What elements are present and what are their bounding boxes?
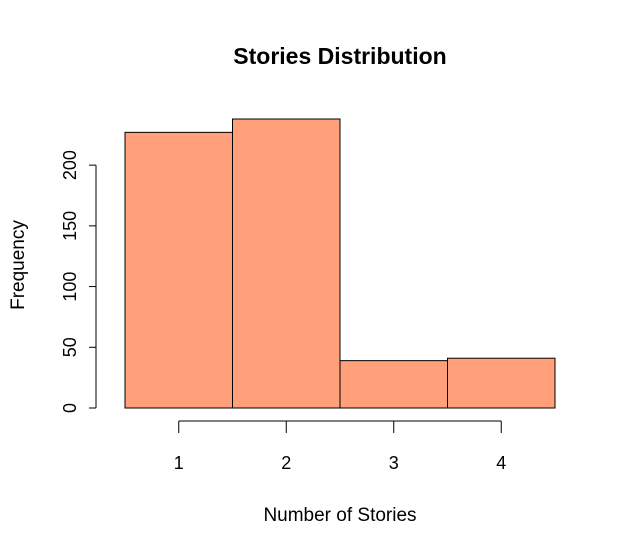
y-tick-label-200: 200	[60, 150, 80, 180]
bars-group	[124, 118, 556, 409]
y-tick-label-150: 150	[60, 211, 80, 241]
bar-4	[447, 357, 556, 409]
x-axis: 1 2 3 4	[174, 420, 506, 473]
chart-title: Stories Distribution	[233, 43, 446, 69]
y-axis-label: Frequency	[8, 220, 29, 310]
y-tick-label-100: 100	[60, 272, 80, 302]
x-tick-label-3: 3	[389, 453, 399, 473]
y-tick-label-0: 0	[60, 403, 80, 413]
x-axis-label: Number of Stories	[263, 505, 416, 526]
x-tick-label-1: 1	[174, 453, 184, 473]
y-tick-label-50: 50	[60, 337, 80, 357]
x-tick-label-4: 4	[496, 453, 506, 473]
bar-3	[339, 360, 448, 409]
y-axis: 0 50 100 150 200	[60, 150, 97, 413]
x-tick-label-2: 2	[281, 453, 291, 473]
bar-2	[232, 118, 341, 409]
bar-1	[124, 131, 233, 409]
